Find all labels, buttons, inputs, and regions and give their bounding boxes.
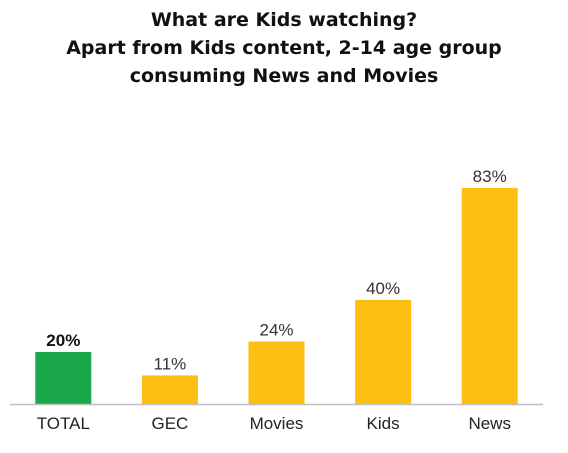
x-tick-label-kids: Kids: [367, 414, 400, 433]
data-label-movies: 24%: [259, 321, 293, 340]
data-label-kids: 40%: [366, 279, 400, 298]
bar-news: [461, 188, 518, 404]
chart-title: What are Kids watching? Apart from Kids …: [0, 6, 568, 90]
x-tick-label-total: TOTAL: [37, 414, 90, 433]
data-label-gec: 11%: [154, 354, 187, 373]
chart-title-line-2: Apart from Kids content, 2-14 age group: [66, 37, 502, 59]
x-tick-label-news: News: [468, 414, 511, 433]
bars-group: [35, 188, 518, 404]
x-tick-label-movies: Movies: [250, 414, 304, 433]
bar-movies: [248, 341, 305, 404]
chart-title-line-3: consuming News and Movies: [129, 65, 439, 87]
data-label-total: 20%: [46, 331, 80, 350]
chart-title-line-1: What are Kids watching?: [150, 9, 418, 31]
bar-total: [35, 352, 92, 404]
x-tick-label-gec: GEC: [151, 414, 188, 433]
data-label-news: 83%: [473, 167, 507, 186]
bar-kids: [355, 299, 412, 404]
labels-group: 20% TOTAL 11% GEC 24% Movies 40% Kids 83% News: [37, 167, 511, 433]
bar-gec: [141, 375, 198, 404]
